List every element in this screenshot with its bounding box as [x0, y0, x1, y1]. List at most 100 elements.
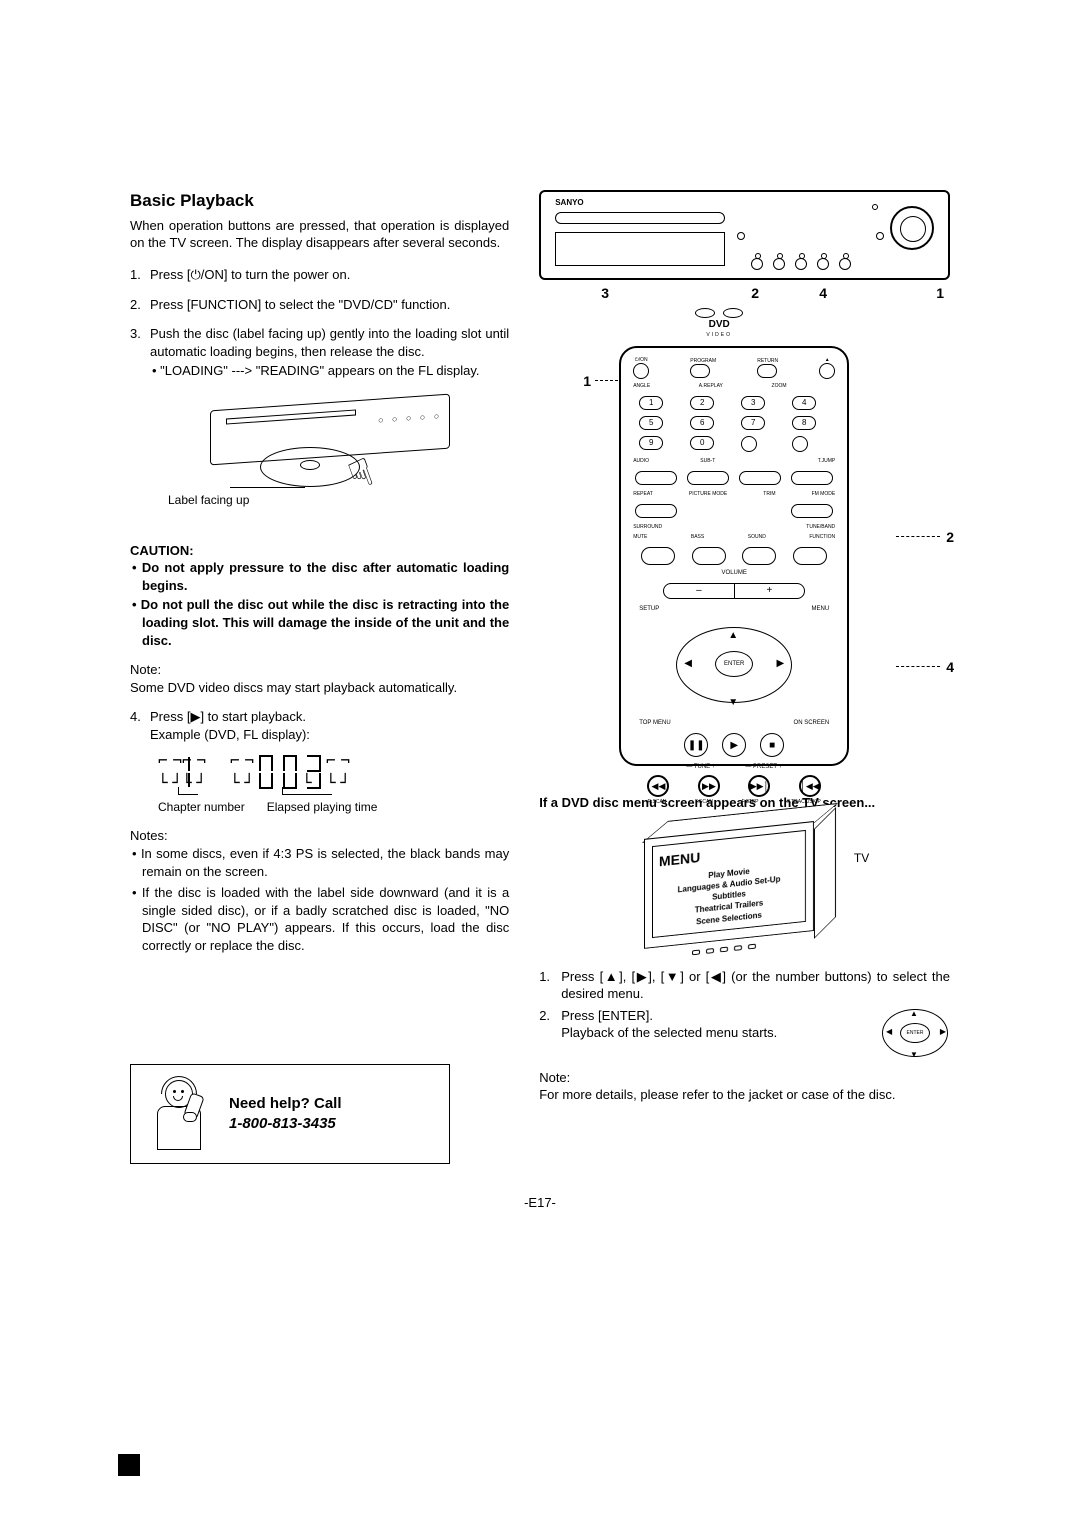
step-num: 3.	[130, 325, 150, 380]
picture-mode-button	[687, 471, 729, 485]
btn-label: AUDIO	[633, 458, 649, 465]
caption-chapter: Chapter number	[158, 799, 245, 815]
step-3-sub: "LOADING" ---> "READING" appears on the …	[150, 362, 509, 380]
step-num: 2.	[130, 296, 150, 314]
indicator-led	[872, 204, 878, 210]
callout-line	[896, 666, 940, 667]
label-facing-text: Label facing up	[168, 492, 249, 508]
dvd-sub: VIDEO	[679, 332, 759, 339]
power-button	[633, 363, 649, 379]
note-text: Some DVD video discs may start playback …	[130, 679, 509, 697]
btn-label: BASS	[691, 534, 704, 541]
section-heading: Basic Playback	[130, 190, 509, 213]
top-menu-label: TOP MENU	[639, 719, 670, 727]
notes-label: Notes:	[130, 827, 509, 845]
tv-label: TV	[854, 850, 869, 866]
dvd-text: DVD	[679, 318, 759, 332]
bass-button	[692, 547, 726, 565]
function-button	[793, 547, 827, 565]
btn-label: TRIM	[763, 491, 775, 498]
mini-enter: ENTER	[900, 1023, 930, 1043]
caution-item: Do not apply pressure to the disc after …	[142, 559, 509, 594]
num-button: 8	[792, 416, 816, 430]
help-person-icon	[145, 1074, 215, 1154]
disc-insert-figure: ○ ○ ○ ○ ○ ☟ Label facing up	[130, 392, 509, 532]
num-button: 1	[639, 396, 663, 410]
dvd-logo: DVD VIDEO	[679, 308, 759, 338]
btn-label: ZOOM	[772, 383, 787, 390]
caution-heading: CAUTION:	[130, 542, 509, 560]
btn-label: RETURN	[757, 359, 778, 364]
mini-dpad-icon: ENTER ▲ ▼ ◀ ▶	[880, 1007, 950, 1061]
help-line1: Need help? Call	[229, 1094, 342, 1114]
play-button: ▶	[722, 733, 746, 757]
callout-4: 4	[819, 284, 827, 303]
vol-plus: +	[735, 584, 805, 598]
number-pad: 1 2 3 4 5 6 7 8 9 0	[639, 396, 829, 452]
step-num: 4.	[130, 708, 150, 743]
step-4-sub: Example (DVD, FL display):	[150, 727, 310, 742]
left-icon: ◀	[684, 657, 692, 671]
note-label: Note:	[130, 661, 509, 679]
player-illustration: ○ ○ ○ ○ ○ ☟ Label facing up	[190, 392, 450, 522]
num-button: 5	[639, 416, 663, 430]
step-1: Press [⏻/ON] to turn the power on.	[150, 266, 509, 284]
menu-note: For more details, please refer to the ja…	[539, 1086, 950, 1104]
intro-text: When operation buttons are pressed, that…	[130, 217, 509, 252]
fp-button	[795, 258, 807, 270]
fscan-button: ▶▶	[698, 775, 720, 797]
btn-label: A.REPLAY	[699, 383, 723, 390]
caption-time: Elapsed playing time	[267, 799, 378, 815]
menu-step-2a: Press [ENTER].	[561, 1008, 653, 1023]
num-button: 6	[690, 416, 714, 430]
btn-label: SUB-T	[700, 458, 715, 465]
callout-line	[896, 536, 940, 537]
menu-step-2: ENTER ▲ ▼ ◀ ▶ Press [ENTER]. Playback of…	[561, 1007, 950, 1061]
under-label: F.STEP	[742, 799, 759, 806]
under-label: F.SCAN	[695, 799, 713, 806]
fp-button-row	[751, 258, 851, 270]
num-button: 9	[639, 436, 663, 450]
btn-label: ANGLE	[633, 383, 650, 390]
preset-label: — PRESET +	[745, 763, 782, 771]
num-button: 2	[690, 396, 714, 410]
step-3-text: Push the disc (label facing up) gently i…	[150, 326, 509, 359]
stop-button: ■	[760, 733, 784, 757]
fl-display-area	[555, 232, 725, 266]
caution-item: Do not pull the disc out while the disc …	[142, 596, 509, 649]
mode-buttons	[635, 471, 833, 485]
screw-icon	[737, 232, 745, 240]
help-text: Need help? Call 1-800-813-3435	[229, 1094, 342, 1135]
note-item: In some discs, even if 4:3 PS is selecte…	[142, 845, 509, 880]
help-line2: 1-800-813-3435	[229, 1114, 342, 1134]
remote-callout-1: 1	[583, 372, 591, 391]
step-4: Press [▶] to start playback. Example (DV…	[150, 708, 509, 743]
help-box: Need help? Call 1-800-813-3435	[130, 1064, 450, 1164]
num-button: 7	[741, 416, 765, 430]
time-display: ⌐¬└┘ └ ⌐¬└┘	[232, 755, 348, 789]
remote-control: ⏻/ON PROGRAM RETURN ▲ ANGLE A.REPLAY ZOO…	[619, 346, 849, 766]
disc-slot	[555, 212, 725, 224]
screw-icon	[876, 232, 884, 240]
menu-step-2b: Playback of the selected menu starts.	[561, 1025, 777, 1040]
repeat-button	[635, 471, 677, 485]
mute-button	[641, 547, 675, 565]
num-button: 0	[690, 436, 714, 450]
vol-label: VOLUME	[633, 569, 835, 577]
eject-button	[819, 363, 835, 379]
label-leader-line	[230, 487, 305, 488]
remote-callout-2: 2	[946, 528, 954, 547]
btn-label: SOUND	[748, 534, 766, 541]
step-list-2: 4. Press [▶] to start playback. Example …	[130, 708, 509, 743]
directional-pad: ENTER ▲ ▼ ◀ ▶	[674, 621, 794, 711]
num-button: 4	[792, 396, 816, 410]
trim-button	[739, 471, 781, 485]
remote-figure: 1 2 4 ⏻/ON PROGRAM RETURN ▲ ANGLE A.REPL…	[539, 346, 950, 776]
callout-1: 1	[936, 284, 944, 303]
step-3: Push the disc (label facing up) gently i…	[150, 325, 509, 380]
step-4-text: Press [▶] to start playback.	[150, 709, 306, 724]
pause-button: ❚❚	[684, 733, 708, 757]
left-icon: ◀	[886, 1027, 892, 1038]
num-button: 3	[741, 396, 765, 410]
down-icon: ▼	[910, 1050, 918, 1061]
